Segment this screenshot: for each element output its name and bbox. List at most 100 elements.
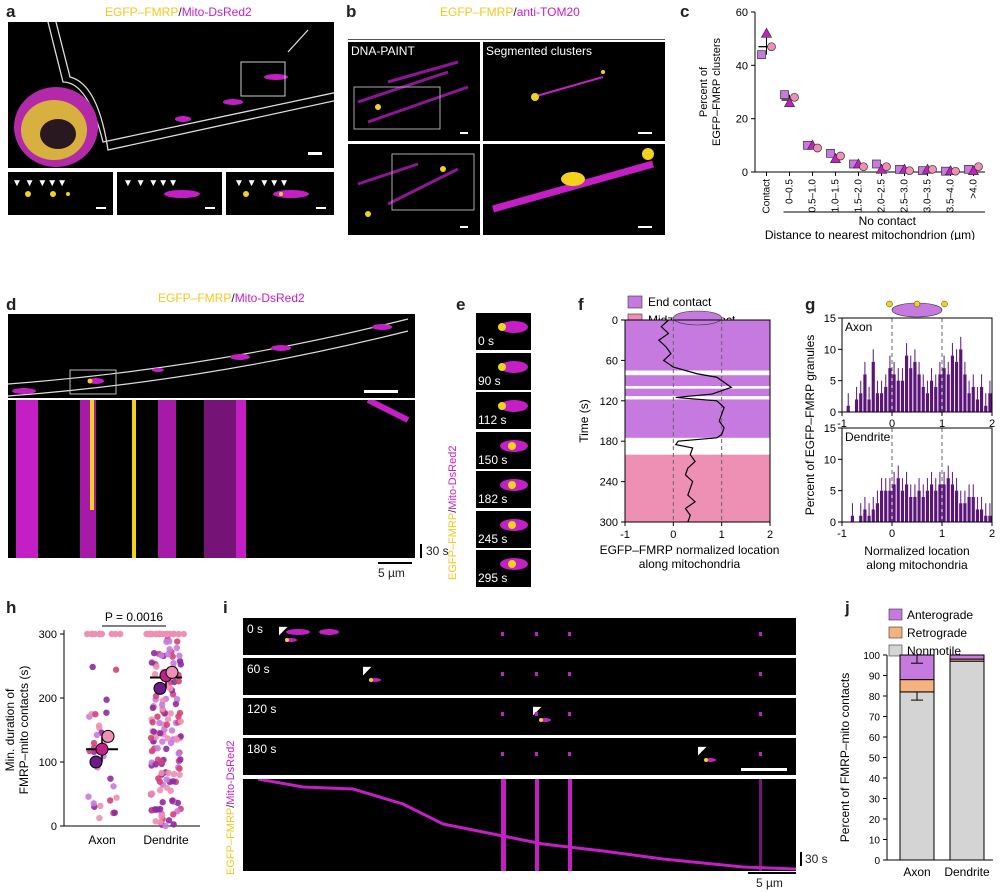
contact-point <box>163 745 170 753</box>
contact-point <box>150 649 158 657</box>
replicate-mean <box>165 665 179 679</box>
histogram-bar <box>871 509 875 522</box>
contact-point <box>103 709 110 716</box>
x-tick-label: -1 <box>620 529 630 541</box>
contact-point <box>176 771 183 778</box>
histogram-bar <box>971 386 975 412</box>
panel-b-title: EGFP–FMRP/anti-TOM20 <box>440 5 580 19</box>
arrowhead-icon: ◤ <box>533 705 542 717</box>
legend-label: Anterograde <box>907 608 973 622</box>
panel-i-space-label: 5 µm <box>756 876 783 890</box>
mito-blob <box>286 629 310 635</box>
y-tick-label: 10 <box>824 454 836 466</box>
contact-point <box>164 651 172 658</box>
panel-label-g: g <box>805 295 816 314</box>
mito-blob <box>501 632 504 636</box>
histogram-bar <box>930 484 934 522</box>
panel-e-frame: 245 s <box>476 510 531 548</box>
panel-e-frame: 112 s <box>476 392 531 429</box>
x-axis-title-line: along mitochondria <box>866 558 968 572</box>
panel-i-time-label: 30 s <box>805 852 828 866</box>
panel-label-h: h <box>6 598 17 617</box>
contact-point <box>168 727 176 734</box>
x-tick-label: 2.5–3.0 <box>900 179 911 213</box>
contact-point <box>176 765 183 772</box>
fmrp-granule <box>498 323 506 331</box>
panel-label-e: e <box>456 295 466 314</box>
panel-label-a: a <box>6 2 16 21</box>
replicate-point <box>905 166 914 176</box>
stacked-bar <box>899 691 935 861</box>
histogram-bar <box>846 405 850 412</box>
contact-band <box>625 375 770 386</box>
replicate-point <box>872 159 881 169</box>
plot-frame <box>841 427 993 523</box>
contact-point <box>157 730 164 737</box>
mito-blob <box>535 632 538 636</box>
x-tick-label: 3.0–3.5 <box>923 179 934 213</box>
mito-blob <box>319 629 339 635</box>
contact-point <box>85 793 92 800</box>
panel-label-j: j <box>845 598 850 617</box>
y-tick-label: 0 <box>830 517 836 529</box>
fmrp-granule <box>539 718 543 722</box>
histogram-bar <box>967 393 971 412</box>
contact-point <box>176 652 183 659</box>
histogram-bar <box>950 355 954 412</box>
replicate-point <box>836 151 845 161</box>
fmrp-granule <box>508 560 516 568</box>
mito-blob <box>501 712 504 716</box>
contact-point <box>166 646 173 653</box>
y-tick-label: 15 <box>824 423 836 435</box>
contact-point <box>163 721 171 728</box>
panel-e-frame: 182 s <box>476 471 531 508</box>
contact-point <box>170 770 178 778</box>
y-tick-label: 200 <box>39 693 57 705</box>
replicate-mean <box>89 755 103 769</box>
contact-point <box>149 719 156 726</box>
panel-i-time-scalebar <box>800 852 802 866</box>
contact-point <box>84 630 91 638</box>
replicate-point <box>760 27 773 38</box>
x-tick-label: 2.0–2.5 <box>877 179 888 213</box>
histogram-bar <box>938 484 942 522</box>
x-tick-label: 1 <box>939 528 945 540</box>
y-tick-label: 300 <box>600 517 618 529</box>
panel-b-segmented-top: Segmented clusters <box>483 42 665 141</box>
contact-point <box>174 638 181 645</box>
panel-f-chart: End contactMidzone contact06012018024030… <box>577 295 779 571</box>
legend-swatch-end <box>627 295 643 309</box>
mito-blob <box>568 672 571 676</box>
contact-point <box>170 659 177 667</box>
histogram-bar <box>934 490 938 522</box>
histogram-bar <box>930 380 934 412</box>
histogram-bar <box>892 374 896 412</box>
contact-point <box>174 799 182 807</box>
contact-point <box>95 722 103 729</box>
x-tick-label: 0 <box>670 529 676 541</box>
x-tick-label: 0 <box>889 418 895 430</box>
histogram-bar <box>963 503 967 522</box>
y-tick-label: 60 <box>736 7 748 19</box>
x-tick-label: 0 <box>889 528 895 540</box>
mito-blob <box>568 632 571 636</box>
mito-blob <box>759 752 762 756</box>
panel-a-main-image <box>8 22 334 168</box>
histogram-bar <box>942 368 946 412</box>
y-tick-label: 30 <box>869 795 881 806</box>
fmrp-granule <box>285 638 289 642</box>
fmrp-granule <box>498 402 506 410</box>
contact-point <box>158 701 166 709</box>
contact-point <box>173 736 181 743</box>
histogram-bar <box>980 386 984 412</box>
histogram-bar <box>909 496 913 522</box>
histogram-bar <box>909 368 913 412</box>
contact-point <box>156 805 164 813</box>
frame-time-label: 112 s <box>478 413 507 427</box>
histogram-bar <box>917 374 921 412</box>
replicate-point <box>757 50 766 60</box>
contact-point <box>103 696 110 703</box>
y-tick-label: 300 <box>39 629 57 641</box>
panel-i-frame: ◤ 0 s <box>243 618 796 655</box>
legend-label: Retrograde <box>907 626 967 640</box>
